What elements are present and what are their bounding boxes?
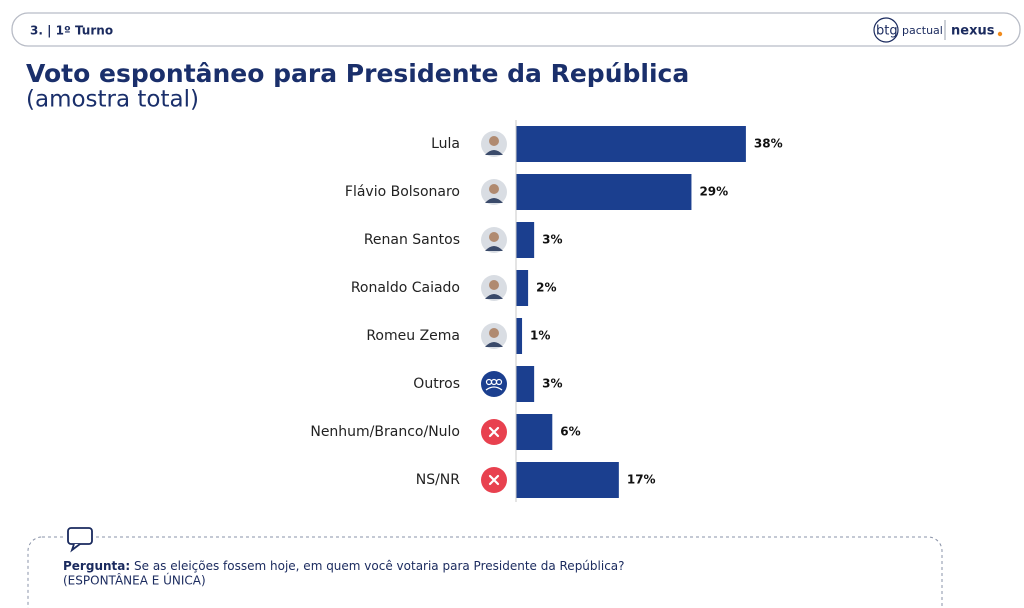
value-label: 6% (560, 425, 580, 439)
category-label: Flávio Bolsonaro (345, 184, 460, 200)
category-label: Lula (431, 136, 460, 152)
section-label: 3. | 1º Turno (30, 24, 113, 38)
plot: Lula 38% Flávio Bolsonaro 29% Renan Santos 3%… (310, 126, 783, 498)
avatar-head (489, 232, 499, 242)
value-label: 3% (542, 377, 562, 391)
chart-title: Voto espontâneo para Presidente da Repúb… (26, 59, 689, 88)
avatar-head (489, 280, 499, 290)
bar (516, 174, 692, 210)
avatar-body (485, 246, 503, 251)
brand-ring (873, 17, 899, 43)
category-label: Romeu Zema (366, 328, 460, 344)
question-label: Pergunta: (63, 559, 130, 573)
value-label: 3% (542, 233, 562, 247)
avatar-body (485, 198, 503, 203)
question-note: (ESPONTÂNEA E ÚNICA) (63, 573, 206, 588)
category-label: Outros (413, 376, 460, 392)
question-icon-tail (70, 543, 81, 553)
avatar-head (489, 328, 499, 338)
category-label: NS/NR (416, 472, 461, 488)
bar (516, 366, 535, 402)
group-person (495, 378, 503, 386)
value-label: 1% (530, 329, 550, 343)
partner: nexus (951, 24, 995, 39)
cross-mark (488, 474, 500, 486)
bar (516, 462, 619, 498)
value-label: 2% (536, 281, 556, 295)
question: Pergunta: Se as eleições fossem hoje, em… (63, 559, 625, 573)
partner-dot (997, 31, 1003, 37)
value-label: 38% (754, 137, 783, 151)
group-base (485, 386, 503, 391)
question-box (27, 536, 943, 608)
category-label: Renan Santos (364, 232, 460, 248)
category-label: Nenhum/Branco/Nulo (310, 424, 460, 440)
header-bar (11, 12, 1021, 47)
brand-sub: pactual (902, 24, 943, 37)
bar (516, 126, 746, 162)
bar (516, 270, 529, 306)
avatar-body (485, 150, 503, 155)
value-label: 17% (627, 473, 656, 487)
category-label: Ronaldo Caiado (351, 280, 460, 296)
avatar-head (489, 136, 499, 146)
brand: btg (876, 24, 898, 39)
avatar-body (485, 294, 503, 299)
cross-mark (488, 426, 500, 438)
question-icon (67, 527, 93, 545)
chart-subtitle: (amostra total) (26, 87, 199, 113)
value-label: 29% (699, 185, 728, 199)
avatar-head (489, 184, 499, 194)
bar (516, 222, 535, 258)
avatar-body (485, 342, 503, 347)
bar (516, 318, 523, 354)
question-text: Se as eleições fossem hoje, em quem você… (134, 559, 625, 573)
bar (516, 414, 553, 450)
